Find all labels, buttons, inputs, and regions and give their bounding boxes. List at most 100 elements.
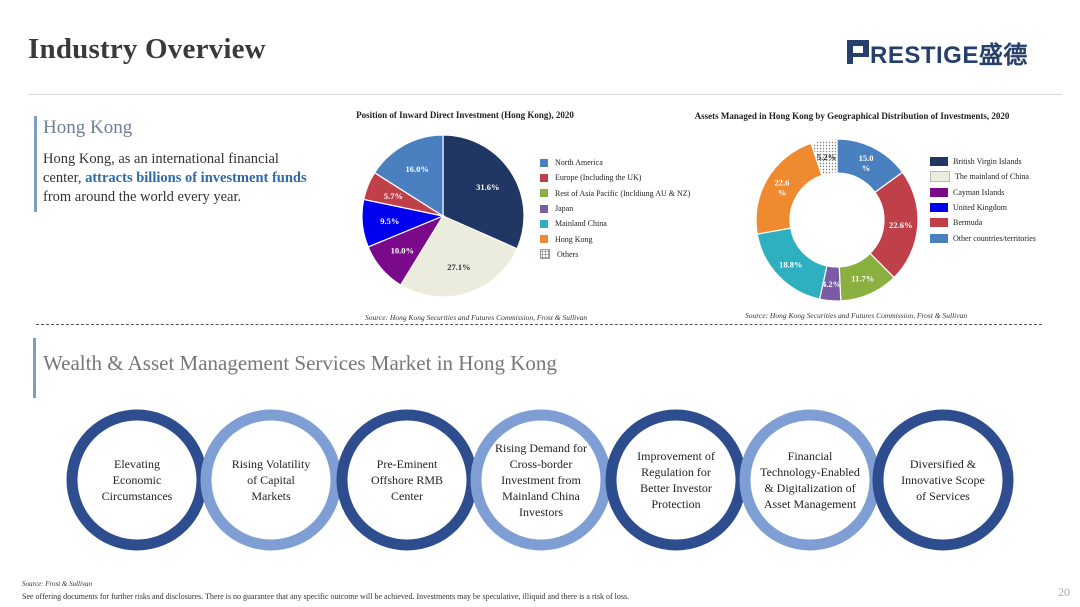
footer-source: Source: Frost & Sullivan	[22, 580, 93, 588]
chart1-legend-swatch-2	[540, 189, 548, 198]
driver-label-line: Center	[391, 489, 423, 503]
chart2-slice-label-6: 5.2%	[817, 152, 836, 162]
driver-label-line: Financial	[787, 449, 833, 463]
chart2-slice-label-0: 15.0%	[859, 153, 874, 173]
driver-label-line: Asset Management	[763, 497, 857, 511]
chart2-slice-label-2: 11.7%	[851, 274, 874, 284]
driver-label-line: Technology-Enabled	[760, 465, 860, 479]
driver-label-line: & Digitalization of	[764, 481, 856, 495]
driver-label-line: Economic	[112, 473, 162, 487]
driver-label-line: Better Investor	[640, 481, 712, 495]
section-divider	[36, 324, 1042, 325]
driver-ring-1	[200, 409, 342, 551]
driver-label-line: Protection	[651, 497, 701, 511]
driver-label-line: Circumstances	[101, 489, 173, 503]
chart2-legend-label-1: The mainland of China	[955, 172, 1029, 182]
chart2-legend-label-5: Other countries/territories	[953, 233, 1036, 243]
chart2-slice-label-5: 22.6%	[775, 177, 790, 197]
chart2-legend: British Virgin Islands The mainland of Ch…	[930, 154, 1036, 246]
driver-label-line: Offshore RMB	[370, 473, 444, 487]
chart2-legend-swatch-1	[930, 171, 950, 183]
driver-label-line: Investors	[519, 505, 563, 519]
driver-label-line: Investment from	[501, 473, 581, 487]
driver-label-0: Elevating Economic Circumstances	[87, 456, 187, 504]
chart1-slice-label-4: 5.7%	[384, 191, 403, 201]
driver-label-line: Elevating	[114, 457, 160, 471]
chart1-source: Source: Hong Kong Securities and Futures…	[365, 313, 588, 322]
chart1-legend: North America Europe (Including the UK) Re…	[540, 155, 690, 262]
footer-disclaimer: See offering documents for further risks…	[22, 592, 630, 601]
hong-kong-description: Hong Kong, as an international financial…	[43, 150, 308, 207]
driver-label-line: Cross-border	[509, 457, 573, 471]
chart1-slice-label-0: 31.6%	[476, 182, 499, 192]
chart1-legend-item-4: Mainland China	[540, 216, 690, 231]
chart2-legend-swatch-4	[930, 218, 948, 228]
driver-label-line: Pre-Eminent	[376, 457, 438, 471]
driver-ring-6	[872, 409, 1014, 551]
chart1-slice-1	[399, 215, 518, 298]
driver-label-2: Pre-Eminent Offshore RMB Center	[357, 456, 457, 504]
chart1-legend-item-1: Europe (Including the UK)	[540, 170, 690, 185]
driver-label-3: Rising Demand for Cross-border Investment …	[491, 440, 591, 520]
chart1-title: Position of Inward Direct Investment (Ho…	[356, 110, 574, 120]
chart1-legend-swatch-0	[540, 158, 548, 167]
wam-accent-bar	[33, 338, 36, 398]
chart2-legend-swatch-0	[930, 157, 948, 167]
driver-label-line: Rising Volatility	[231, 457, 311, 471]
chart2-legend-label-2: Cayman Islands	[953, 187, 1005, 197]
hong-kong-heading: Hong Kong	[43, 117, 133, 138]
chart2-legend-swatch-5	[930, 233, 948, 243]
driver-label-line: Mainland China	[502, 489, 580, 503]
chart2-legend-label-0: British Virgin Islands	[953, 157, 1022, 167]
chart2-source: Source: Hong Kong Securities and Futures…	[745, 311, 968, 320]
prestige-logo: RESTIGE盛德	[847, 36, 1028, 69]
hong-kong-accent-bar	[34, 116, 37, 212]
driver-label-line: Rising Demand for	[495, 441, 587, 455]
driver-label-line: of Services	[916, 489, 970, 503]
chart2-slice-5	[755, 142, 823, 235]
charts-canvas: 31.6%27.1%10.0%9.5%5.7%16.0% 15.0 %22.6%1…	[361, 134, 919, 302]
page-title: Industry Overview	[28, 33, 266, 65]
chart2-legend-item-3: United Kingdom	[930, 200, 1036, 215]
chart1-legend-item-5: Hong Kong	[540, 231, 690, 246]
wam-heading: Wealth & Asset Management Services Marke…	[43, 351, 557, 375]
chart2-legend-label-3: United Kingdom	[953, 203, 1007, 213]
chart2-legend-swatch-3	[930, 203, 948, 213]
driver-label-6: Diversified & Innovative Scope of Services	[893, 456, 993, 504]
chart2-legend-swatch-2	[930, 187, 948, 197]
chart2-slice-6	[810, 138, 838, 177]
chart2-legend-item-5: Other countries/territories	[930, 230, 1036, 245]
chart1-slice-label-5: 16.0%	[406, 164, 429, 174]
chart1-legend-label-3: Japan	[555, 204, 574, 214]
driver-label-line: Improvement of	[637, 449, 715, 463]
chart1-slice-label-2: 10.0%	[391, 246, 414, 256]
drivers-rings	[66, 409, 1014, 551]
chart1-pie: 31.6% 27.1% 10.0% 9.5% 5.7% 16.0%	[361, 134, 525, 298]
driver-label-line: Innovative Scope	[901, 473, 985, 487]
chart2-legend-label-4: Bermuda	[953, 218, 983, 228]
chart2-legend-item-4: Bermuda	[930, 215, 1036, 230]
logo-mark-icon	[847, 40, 869, 64]
chart1-legend-label-2: Rest of Asia Pacific (Incldiung AU & NZ)	[555, 188, 691, 198]
chart1-legend-item-3: Japan	[540, 201, 690, 216]
chart2-legend-item-2: Cayman Islands	[930, 185, 1036, 200]
chart1-legend-swatch-5	[540, 235, 548, 244]
chart2-donut: 15.0 % 22.6% 11.7% 4.2% 18.8% 22.6 % 5.2%	[755, 138, 919, 302]
chart1-legend-label-0: North America	[555, 158, 603, 168]
chart1-legend-swatch-4	[540, 219, 548, 228]
chart1-legend-label-6: Others	[557, 249, 579, 259]
chart1-legend-swatch-6	[540, 249, 550, 260]
chart1-legend-item-2: Rest of Asia Pacific (Incldiung AU & NZ)	[540, 186, 690, 201]
driver-label-line: Markets	[251, 489, 291, 503]
chart2-slice-label-1: 22.6%	[889, 220, 912, 230]
hk-text-after: from around the world every year.	[43, 189, 242, 205]
chart2-legend-item-0: British Virgin Islands	[930, 154, 1036, 169]
chart1-legend-item-0: North America	[540, 155, 690, 170]
chart1-legend-swatch-1	[540, 173, 548, 182]
chart1-slice-0	[442, 134, 525, 250]
header-divider	[28, 94, 1062, 95]
logo-wordmark: RESTIGE盛德	[870, 41, 1028, 69]
chart2-slice-label-4: 18.8%	[779, 259, 802, 269]
chart1-slice-5	[373, 134, 444, 218]
chart1-legend-swatch-3	[540, 204, 548, 213]
